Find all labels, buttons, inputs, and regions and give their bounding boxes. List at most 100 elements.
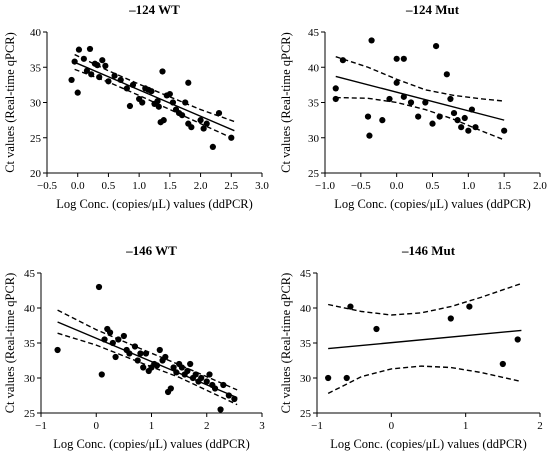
- data-point: [120, 332, 127, 340]
- x-axis-label: Log Conc. (copies/μL) values (ddPCR): [53, 437, 250, 451]
- data-point: [200, 125, 207, 132]
- data-point: [447, 315, 454, 322]
- data-point: [75, 46, 83, 53]
- data-point: [185, 79, 192, 86]
- y-tick-label: 40: [30, 27, 42, 39]
- x-tick-label: 0: [389, 420, 395, 432]
- data-point: [499, 360, 506, 368]
- data-point: [339, 57, 347, 64]
- panel-124-mut: 25 30 35 40 45 −1.0 −0.5 0.0 0.5 1.0 1.5 2.0 –124 Mu…: [279, 2, 547, 211]
- data-point: [105, 78, 112, 85]
- data-point: [140, 364, 147, 371]
- data-point: [106, 329, 114, 336]
- data-point: [343, 374, 350, 382]
- y-axis-label: Ct values (Real-time qPCR): [3, 273, 17, 414]
- x-tick-label: 0: [94, 420, 100, 432]
- regression-line: [335, 75, 505, 121]
- data-point: [102, 62, 109, 69]
- data-point: [95, 283, 103, 291]
- data-point: [155, 103, 162, 110]
- data-point: [215, 109, 223, 117]
- y-axis-label: Ct values (Real-time qPCR): [3, 32, 17, 173]
- data-point: [134, 357, 141, 364]
- panel-146-mut: 25 30 35 40 45 −1 0 1 2 –146 Mut Log Conc. (copies…: [279, 243, 543, 451]
- ci-upper-line: [328, 282, 522, 316]
- data-point: [123, 85, 130, 92]
- panel-title: –124 WT: [128, 2, 180, 17]
- data-point: [153, 362, 161, 369]
- data-point: [198, 374, 205, 382]
- regression-line: [328, 329, 522, 350]
- data-point: [415, 113, 422, 120]
- data-point: [83, 67, 91, 74]
- data-point: [465, 127, 472, 134]
- data-point: [332, 95, 339, 103]
- data-point: [373, 325, 380, 333]
- ci-upper-line: [57, 309, 238, 391]
- x-tick-label: 2.0: [194, 180, 208, 192]
- y-tick-label: 20: [30, 168, 42, 180]
- data-point: [159, 68, 166, 75]
- data-point: [228, 134, 235, 141]
- x-tick-label: 0.0: [71, 180, 85, 192]
- data-point: [99, 57, 106, 64]
- data-point: [472, 124, 479, 131]
- data-point: [68, 76, 75, 84]
- x-tick-label: 2.5: [224, 180, 238, 192]
- data-point: [96, 74, 103, 81]
- data-point: [126, 102, 134, 110]
- data-point: [184, 367, 191, 375]
- data-point: [115, 336, 122, 343]
- x-tick-label: 2.0: [533, 180, 547, 192]
- x-tick-label: −1: [311, 420, 323, 432]
- data-point: [217, 406, 224, 413]
- data-point: [209, 143, 216, 151]
- x-tick-label: 1.0: [461, 180, 475, 192]
- x-tick-label: 3.0: [255, 180, 269, 192]
- data-point: [192, 371, 199, 378]
- regression-line: [74, 61, 235, 132]
- data-point: [74, 89, 81, 96]
- data-point: [393, 55, 400, 62]
- data-point: [148, 88, 155, 95]
- ci-lower-line: [327, 365, 522, 395]
- data-point: [112, 353, 119, 361]
- data-point: [137, 350, 144, 357]
- y-tick-label: 40: [300, 303, 312, 315]
- data-point: [432, 43, 440, 50]
- x-tick-label: −1: [35, 420, 47, 432]
- x-tick-label: 0.5: [426, 180, 440, 192]
- data-point: [139, 99, 146, 106]
- data-point: [366, 132, 373, 139]
- ci-upper-line: [335, 56, 505, 102]
- data-point: [203, 378, 210, 385]
- panel-title: –124 Mut: [405, 2, 460, 17]
- data-point: [466, 303, 473, 310]
- data-point: [54, 346, 61, 354]
- data-point: [501, 127, 508, 134]
- x-tick-label: 1.5: [163, 180, 177, 192]
- data-point: [225, 392, 232, 399]
- data-point: [393, 79, 400, 86]
- data-point: [514, 336, 521, 343]
- x-tick-label: 3: [259, 420, 265, 432]
- data-point: [188, 124, 195, 131]
- x-tick-label: −1.0: [315, 180, 335, 192]
- y-tick-label: 45: [308, 27, 320, 39]
- data-point: [468, 106, 476, 113]
- y-axis-label: Ct values (Real-time qPCR): [279, 273, 293, 414]
- data-point: [325, 374, 332, 382]
- panel-146-wt: 25 30 35 40 45 −1 0 1 2 3 –146 WT Log Conc. (copies…: [3, 243, 265, 451]
- data-point: [436, 113, 443, 120]
- ci-lower-line: [57, 332, 238, 406]
- data-point: [447, 95, 454, 103]
- data-point: [231, 395, 238, 403]
- data-point: [80, 55, 87, 62]
- x-tick-label: 2: [204, 420, 210, 432]
- y-tick-label: 45: [300, 268, 312, 280]
- y-axis-label: Ct values (Real-time qPCR): [279, 32, 293, 173]
- data-point: [98, 371, 105, 378]
- x-axis-label: Log Conc. (copies/μL) values (ddPCR): [334, 197, 531, 211]
- x-tick-label: 1: [149, 420, 155, 432]
